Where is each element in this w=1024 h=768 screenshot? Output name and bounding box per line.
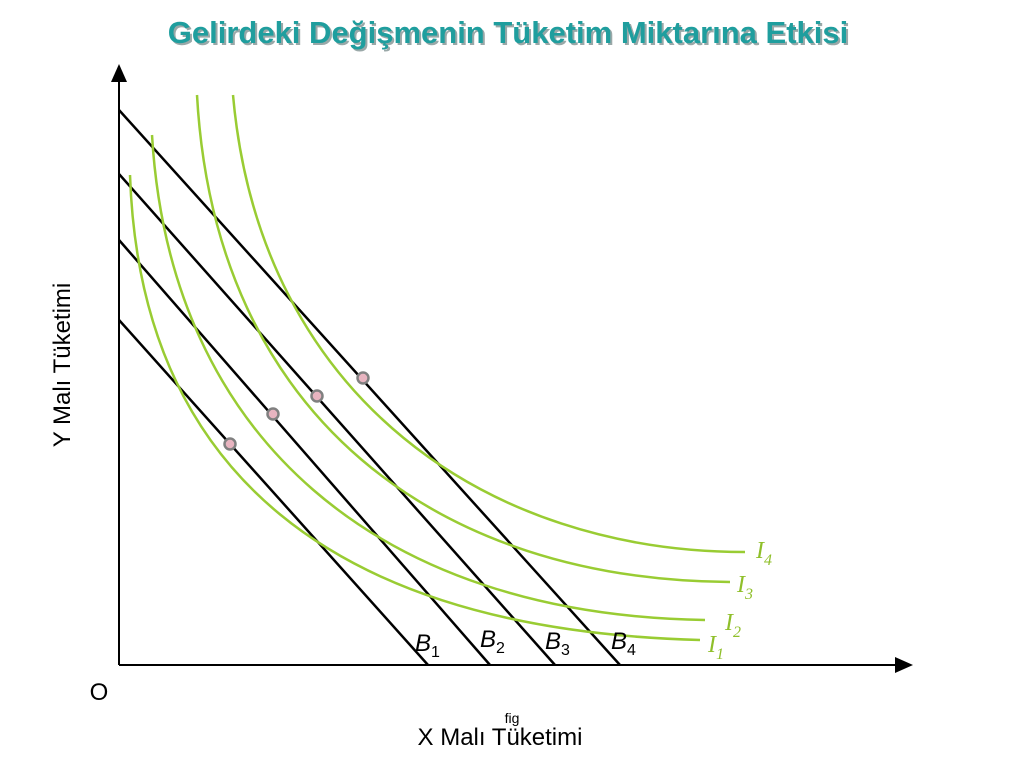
y-axis-label: Y Malı Tüketimi <box>49 283 76 448</box>
indifference-curve <box>195 94 731 584</box>
budget-line <box>118 173 556 666</box>
subscript: 2 <box>733 624 741 641</box>
subscript: 2 <box>496 640 505 657</box>
budget-label: B4 <box>611 628 636 659</box>
figure-note: fig <box>505 710 520 726</box>
title-shadow: Gelirdeki Değişmenin Tüketim Miktarına E… <box>170 17 851 52</box>
subscript: 1 <box>431 644 440 661</box>
budget-line <box>118 319 429 666</box>
x-axis-label: X Malı Tüketimi <box>418 724 583 751</box>
origin-label: O <box>90 679 109 706</box>
subscript: 4 <box>764 552 772 569</box>
letter: B <box>480 626 496 653</box>
letter: B <box>545 628 561 655</box>
budget-label: B3 <box>545 628 570 659</box>
letter: I <box>736 572 746 598</box>
curve-label: I3 <box>736 572 753 603</box>
equilibrium-point <box>356 371 370 385</box>
budget-line <box>118 239 491 666</box>
letter: B <box>415 630 431 657</box>
equilibrium-point <box>310 389 324 403</box>
budget-line <box>118 109 621 666</box>
letter: I <box>724 610 734 636</box>
indifference-curve <box>150 134 706 622</box>
letter: B <box>611 628 627 655</box>
curve-label: I2 <box>724 610 741 641</box>
curve-label: I1 <box>707 632 724 663</box>
budget-label: B2 <box>480 626 505 657</box>
letter: I <box>707 632 717 658</box>
budget-label: B1 <box>415 630 440 661</box>
equilibrium-point <box>266 407 280 421</box>
subscript: 3 <box>744 586 753 603</box>
letter: I <box>755 538 765 564</box>
curve-label: I4 <box>755 538 772 569</box>
title: Gelirdeki Değişmenin Tüketim Miktarına E… <box>168 15 849 50</box>
subscript: 4 <box>627 642 636 659</box>
indifference-curve <box>128 174 701 642</box>
subscript: 1 <box>716 646 724 663</box>
equilibrium-point <box>223 437 237 451</box>
indifference-curve <box>231 94 746 554</box>
subscript: 3 <box>561 642 570 659</box>
